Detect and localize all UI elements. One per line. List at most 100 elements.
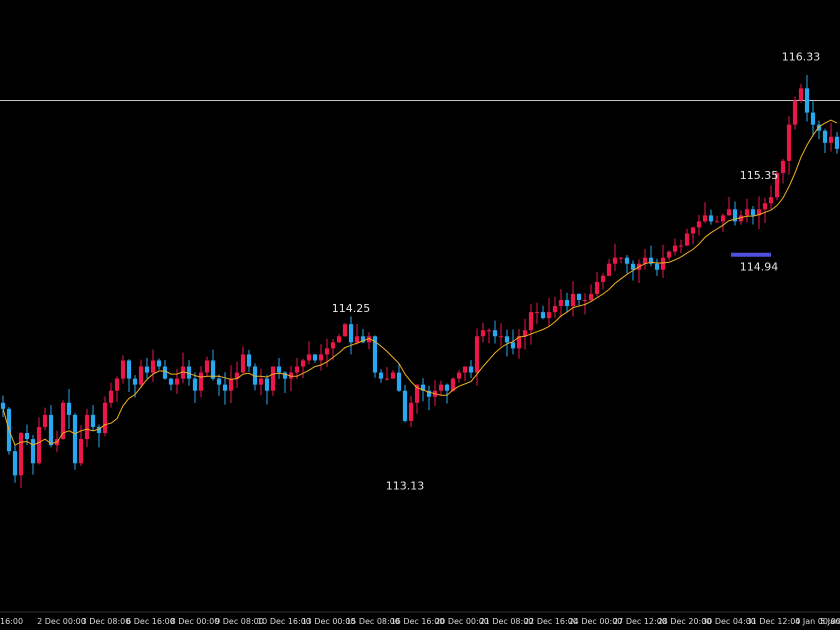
- candle-body: [834, 136, 840, 149]
- candle-body: [216, 378, 222, 385]
- candle-body: [522, 330, 528, 337]
- candle-body: [540, 312, 546, 319]
- time-tick-label: 22 Dec 16:00: [524, 617, 578, 626]
- candle-body: [828, 136, 834, 143]
- candle-body: [84, 414, 90, 440]
- candle-body: [774, 173, 780, 198]
- candle-body: [198, 372, 204, 391]
- candle-body: [288, 372, 294, 379]
- candle-body: [150, 360, 156, 373]
- candle-body: [192, 378, 198, 391]
- candle-body: [30, 439, 36, 464]
- candles-group: [0, 75, 840, 489]
- time-tick-label: 16:00: [0, 617, 23, 626]
- candle-body: [750, 209, 756, 216]
- candle-body: [180, 366, 186, 379]
- candle-body: [228, 378, 234, 391]
- time-tick-label: 2 Dec 00:00: [37, 617, 86, 626]
- candle-body: [660, 257, 666, 270]
- candle-body: [408, 402, 414, 421]
- candle-body: [720, 215, 726, 222]
- candle-body: [96, 426, 102, 434]
- candle-body: [354, 336, 360, 343]
- candle-body: [798, 88, 804, 101]
- candle-body: [270, 366, 276, 391]
- candle-body: [684, 233, 690, 246]
- time-tick-label: 5 Jan: [820, 617, 840, 626]
- candle-body: [516, 336, 522, 349]
- candle-body: [624, 257, 630, 264]
- time-axis-labels: 16:00 2 Dec 00:003 Dec 08:006 Dec 16:008 …: [0, 617, 840, 626]
- candle-body: [210, 360, 216, 379]
- candle-body: [366, 336, 372, 343]
- price-annotation: 114.25: [332, 302, 371, 315]
- candle-body: [252, 366, 258, 385]
- candle-body: [780, 160, 786, 174]
- candle-body: [702, 215, 708, 222]
- candle-body: [756, 209, 762, 216]
- time-tick-label: 8 Dec 00:00: [171, 617, 220, 626]
- candle-body: [564, 300, 570, 307]
- candle-body: [108, 390, 114, 403]
- candle-body: [792, 100, 798, 125]
- time-tick-label: 10 Dec 16:00: [257, 617, 311, 626]
- candle-body: [282, 372, 288, 379]
- candle-body: [402, 390, 408, 421]
- candle-body: [714, 221, 720, 223]
- time-tick-label: 13 Dec 00:00: [302, 617, 356, 626]
- time-tick-label: 4 Jan 00:00: [795, 617, 840, 626]
- price-annotation: 115.35: [740, 169, 779, 182]
- candle-body: [552, 306, 558, 313]
- candle-body: [348, 324, 354, 343]
- candle-body: [258, 378, 264, 385]
- candle-body: [234, 372, 240, 379]
- candle-body: [222, 384, 228, 391]
- candle-body: [474, 336, 480, 373]
- candle-body: [438, 384, 444, 391]
- candle-body: [786, 124, 792, 161]
- candle-body: [588, 293, 594, 300]
- candle-body: [48, 414, 54, 446]
- price-annotation: 113.13: [386, 480, 425, 493]
- candle-body: [732, 209, 738, 222]
- candle-body: [276, 366, 282, 373]
- candle-body: [12, 451, 18, 476]
- candle-body: [570, 293, 576, 307]
- candle-body: [600, 275, 606, 282]
- candle-body: [612, 257, 618, 264]
- candle-body: [672, 245, 678, 252]
- candle-body: [654, 263, 660, 270]
- candle-body: [642, 257, 648, 264]
- candle-body: [66, 402, 72, 415]
- candle-body: [18, 433, 24, 476]
- candle-body: [630, 263, 636, 270]
- candle-body: [456, 372, 462, 379]
- time-tick-label: 20 Dec 00:00: [435, 617, 489, 626]
- candle-body: [504, 336, 510, 343]
- candle-body: [156, 360, 162, 367]
- candle-body: [90, 414, 96, 427]
- candle-body: [414, 384, 420, 403]
- candle-body: [696, 221, 702, 228]
- time-tick-label: 27 Dec 12:00: [613, 617, 667, 626]
- moving-average-line: [2, 119, 838, 446]
- candle-body: [174, 378, 180, 385]
- candle-body: [744, 209, 750, 216]
- time-tick-label: 30 Dec 04:00: [702, 617, 756, 626]
- candle-body: [72, 414, 78, 464]
- candle-body: [492, 330, 498, 337]
- candle-body: [264, 378, 270, 391]
- candle-body: [294, 366, 300, 373]
- candle-body: [738, 215, 744, 222]
- candle-body: [576, 293, 582, 300]
- candle-body: [306, 354, 312, 361]
- candle-body: [804, 88, 810, 113]
- candle-body: [138, 366, 144, 385]
- candle-body: [582, 300, 588, 301]
- candle-body: [384, 378, 390, 380]
- candle-body: [666, 251, 672, 258]
- candle-body: [480, 330, 486, 337]
- candle-body: [168, 378, 174, 385]
